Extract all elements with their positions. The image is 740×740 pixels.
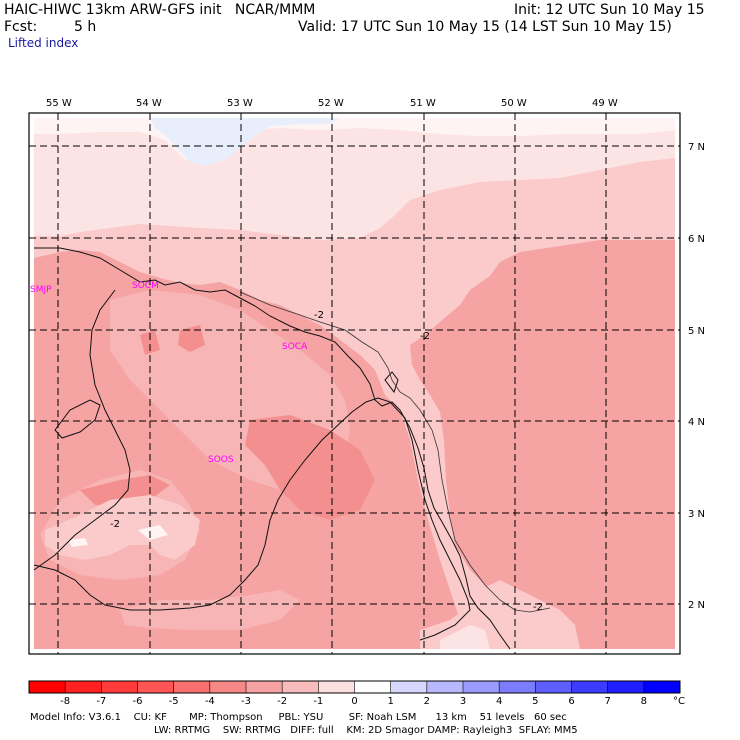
- lat-label-2n: 2 N: [688, 600, 705, 611]
- map-title: HAIC-HIWC 13km ARW-GFS init NCAR/MMM: [4, 2, 316, 18]
- colorbar-swatch: [499, 681, 536, 693]
- lat-label-4n: 4 N: [688, 417, 705, 428]
- field-strong-patch-c: [178, 325, 205, 352]
- contour-label-2: -2: [420, 331, 430, 342]
- contour-lines: [239, 291, 551, 613]
- border-east: [389, 401, 471, 641]
- colorbar-tick-label: -5: [169, 696, 179, 707]
- station-label-smjp: SMJP: [30, 285, 52, 295]
- map-frame: [28, 112, 681, 655]
- lon-label-52w: 52 W: [318, 98, 344, 109]
- forecast-label: Fcst:: [4, 19, 38, 35]
- colorbar-tick-label: -7: [96, 696, 106, 707]
- field-strong-patch-d: [140, 330, 160, 355]
- lon-label-54w: 54 W: [136, 98, 162, 109]
- colorbar-unit: °C: [673, 696, 685, 707]
- init-time: Init: 12 UTC Sun 10 May 15: [514, 2, 705, 18]
- colorbar-swatch: [463, 681, 500, 693]
- coastline-borders: [33, 247, 511, 650]
- lon-label-53w: 53 W: [227, 98, 253, 109]
- colorbar-swatch: [354, 681, 392, 693]
- border-west: [33, 289, 131, 571]
- colorbar-swatch: [318, 681, 355, 693]
- colorbar-tick-label: -2: [277, 696, 287, 707]
- colorbar-tick-label: 8: [641, 696, 647, 707]
- colorbar-tick-label: -1: [313, 696, 323, 707]
- coastline: [34, 247, 511, 650]
- colorbar-swatch: [390, 681, 428, 693]
- model-info-line2: LW: RRTMG SW: RRTMG DIFF: full KM: 2D Sm…: [154, 725, 578, 736]
- colorbar-tick-label: 7: [604, 696, 610, 707]
- contour-label-3: -2: [110, 519, 120, 530]
- colorbar-tick-label: 6: [568, 696, 574, 707]
- valid-time: Valid: 17 UTC Sun 10 May 15 (14 LST Sun …: [298, 19, 672, 35]
- contour-label-1: -2: [314, 310, 324, 321]
- field-name: Lifted index: [8, 36, 79, 50]
- lat-label-3n: 3 N: [688, 509, 705, 520]
- colorbar-swatch: [101, 681, 138, 693]
- field-whiteish-patch-sw2: [68, 538, 88, 547]
- colorbar-swatch: [209, 681, 247, 693]
- colorbar-swatch: [607, 681, 645, 693]
- colorbar-swatch: [426, 681, 464, 693]
- colorbar: -8 -7 -6 -5 -4 -3 -2 -1 0 1 2 3 4 5 6 7 8: [28, 680, 681, 707]
- colorbar-tick-label: -6: [133, 696, 143, 707]
- colorbar-tick-label: -3: [241, 696, 251, 707]
- station-label-soos: SOOS: [208, 455, 234, 465]
- lat-label-7n: 7 N: [688, 142, 705, 153]
- station-label-socm: SOCM: [132, 281, 159, 291]
- colorbar-tick-label: 5: [532, 696, 538, 707]
- coast-inlet: [384, 371, 399, 394]
- lon-label-55w: 55 W: [46, 98, 72, 109]
- colorbar-tick-label: 0: [351, 696, 357, 707]
- graticule: [29, 113, 680, 654]
- field-whiteish-patch-sw: [138, 525, 168, 540]
- colorbar-tick-label: 2: [424, 696, 430, 707]
- field-blue-patch: [150, 118, 340, 166]
- forecast-hour: 5 h: [74, 19, 97, 35]
- field-strong-patch-a: [245, 415, 375, 520]
- lon-label-51w: 51 W: [410, 98, 436, 109]
- contour-minus2: [239, 291, 551, 613]
- model-info-line1: Model Info: V3.6.1 CU: KF MP: Thompson P…: [30, 712, 567, 723]
- colorbar-tick-label: -4: [205, 696, 215, 707]
- colorbar-tick-label: -8: [60, 696, 70, 707]
- colorbar-swatch: [246, 681, 283, 693]
- colorbar-tick-label: 1: [387, 696, 393, 707]
- station-label-soca: SOCA: [282, 342, 308, 352]
- colorbar-swatch: [173, 681, 211, 693]
- colorbar-swatch: [65, 681, 102, 693]
- colorbar-tick-label: 3: [460, 696, 466, 707]
- contour-label-4: -2: [533, 602, 543, 613]
- lon-label-49w: 49 W: [592, 98, 618, 109]
- colorbar-swatch: [29, 681, 66, 693]
- colorbar-swatch: [137, 681, 175, 693]
- field-pale-patch-se: [440, 625, 490, 649]
- coast-island: [54, 399, 101, 439]
- colorbar-swatch: [571, 681, 609, 693]
- lat-label-6n: 6 N: [688, 234, 705, 245]
- colorbar-tick-label: 4: [496, 696, 502, 707]
- lat-label-5n: 5 N: [688, 326, 705, 337]
- field-mid-patch-c: [120, 590, 300, 630]
- lon-label-50w: 50 W: [501, 98, 527, 109]
- colorbar-swatch: [535, 681, 572, 693]
- colorbar-swatch: [643, 681, 681, 693]
- colorbar-swatch: [282, 681, 319, 693]
